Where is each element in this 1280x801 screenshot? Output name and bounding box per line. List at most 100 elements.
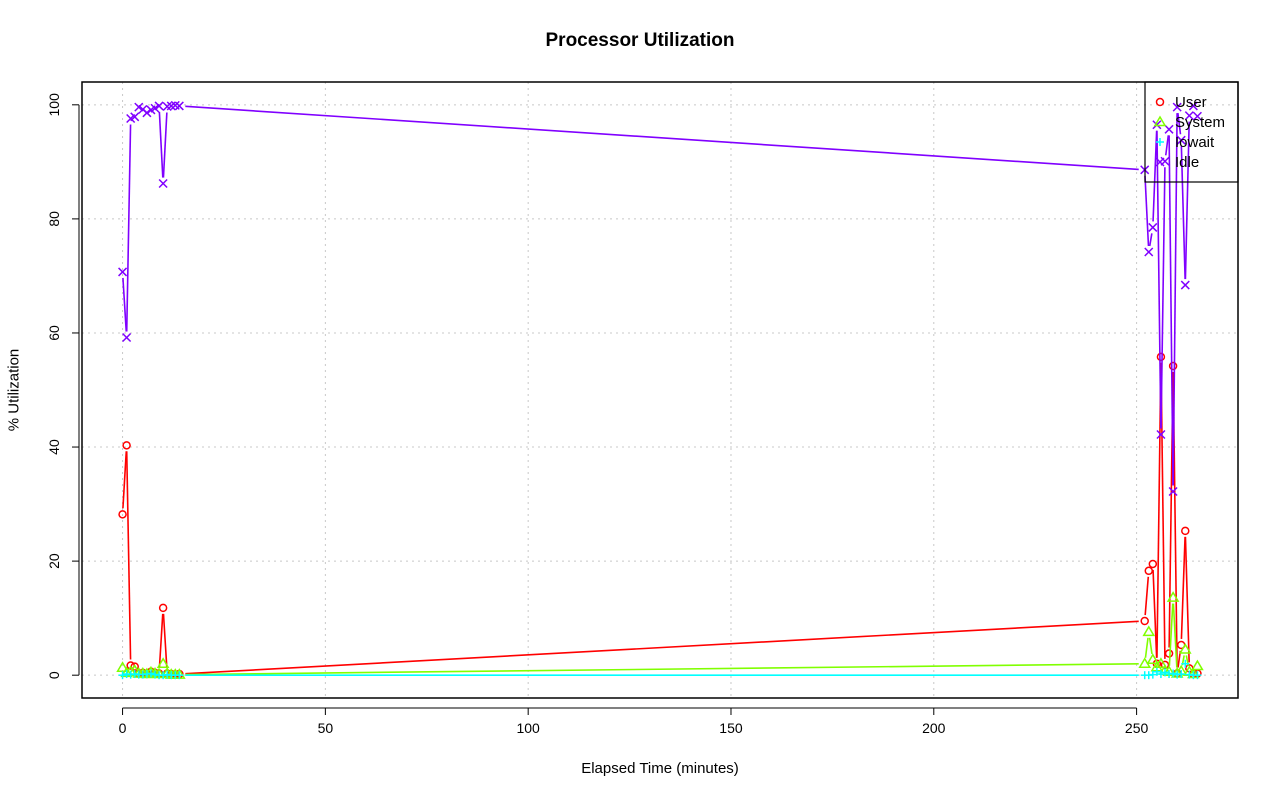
- series-idle-point: [118, 267, 128, 277]
- series-system-segment: [1148, 637, 1153, 654]
- x-stroke-2: [1155, 157, 1165, 167]
- series-user-segment: [1144, 576, 1150, 616]
- y-tick-label: 0: [46, 671, 62, 679]
- series-idle: [118, 100, 1202, 497]
- series-iowait-point: [1156, 670, 1165, 679]
- x-stroke-2: [1164, 124, 1174, 134]
- series-idle-point: [142, 108, 152, 118]
- series-iowait: [118, 659, 1202, 680]
- series-system: [116, 591, 1204, 679]
- x-stroke-2: [1168, 486, 1178, 497]
- series-user-point: [1168, 361, 1178, 371]
- series-iowait-point: [1148, 670, 1157, 679]
- series-user-point: [1148, 559, 1158, 569]
- x-stroke-2: [1192, 111, 1202, 121]
- chart-title: Processor Utilization: [545, 30, 735, 51]
- y-axis-label: % Utilization: [5, 348, 23, 432]
- series-iowait-point: [1177, 670, 1186, 679]
- x-stroke-2: [1188, 101, 1198, 111]
- legend-box: [1144, 81, 1239, 183]
- series-user-point: [1144, 566, 1154, 576]
- series-system-point: [1154, 657, 1168, 669]
- series-idle-segment: [185, 105, 1139, 171]
- y-tick-label: 80: [46, 211, 62, 227]
- x-axis: 0 50 100 150 200 250: [119, 707, 1148, 736]
- legend: User System Iowait Idle: [1144, 81, 1239, 183]
- series-idle-segment: [122, 277, 128, 332]
- series-idle-segment: [1177, 112, 1182, 135]
- series-system-point: [156, 657, 170, 669]
- series-idle-point: [1176, 135, 1186, 145]
- series-system-point: [1191, 659, 1204, 671]
- series-idle-point: [1148, 222, 1158, 232]
- legend-marker-iowait: [1156, 138, 1164, 146]
- series-system-segment: [1144, 637, 1149, 658]
- series-user-point: [1156, 352, 1166, 362]
- series-system-point: [1178, 643, 1192, 654]
- series-iowait-point: [1152, 667, 1161, 676]
- series-user-point: [1140, 616, 1149, 626]
- x-stroke-2: [174, 101, 184, 111]
- y-tick-label: 20: [46, 553, 62, 569]
- x-axis-label: Elapsed Time (minutes): [581, 760, 739, 777]
- x-tick-label: 100: [516, 720, 540, 736]
- series-idle-point: [1164, 124, 1174, 134]
- series-user-segment: [1184, 536, 1190, 663]
- legend-label-idle: Idle: [1175, 154, 1199, 171]
- series-idle-segment: [158, 111, 164, 178]
- series-idle-point: [1188, 101, 1198, 111]
- series-iowait-point: [1169, 669, 1178, 678]
- x-stroke-2: [170, 100, 180, 110]
- series-idle-point: [1184, 111, 1194, 121]
- x-stroke-2: [1144, 247, 1154, 257]
- series-user-point: [1181, 526, 1190, 536]
- legend-marker-system: [1153, 115, 1167, 127]
- series-user-segment: [125, 451, 132, 660]
- x-stroke-2: [142, 108, 152, 118]
- series-idle-point: [1144, 247, 1154, 257]
- series-idle-point: [158, 178, 168, 189]
- legend-marker-user: [1155, 97, 1165, 107]
- series-iowait-point: [175, 671, 184, 680]
- series-idle-point: [1168, 486, 1178, 497]
- series-idle-segment: [1156, 130, 1162, 429]
- x-stroke-2: [154, 101, 164, 111]
- x-stroke-2: [118, 267, 128, 277]
- x-stroke-2: [122, 332, 132, 343]
- x-stroke-2: [1172, 102, 1182, 112]
- series-idle-segment: [1184, 121, 1190, 280]
- x-stroke-2: [134, 102, 144, 112]
- x-stroke-2: [1184, 111, 1194, 121]
- series-idle-point: [1192, 111, 1202, 121]
- series-idle-segment: [1144, 175, 1150, 247]
- y-tick-label: 60: [46, 325, 62, 341]
- series-idle-point: [154, 101, 164, 111]
- x-tick-label: 0: [119, 720, 127, 736]
- series-user-point: [158, 603, 168, 613]
- series-idle-segment: [1164, 135, 1170, 156]
- series-user-segment: [185, 620, 1139, 675]
- legend-label-iowait: Iowait: [1175, 134, 1215, 151]
- series-iowait-point: [118, 671, 127, 680]
- series-idle-segment: [1168, 135, 1174, 486]
- legend-label-system: System: [1175, 114, 1225, 131]
- series-system-point: [1146, 653, 1160, 665]
- grid-lines: [82, 82, 1238, 698]
- series-iowait-point: [1181, 659, 1190, 668]
- x-tick-label: 50: [318, 720, 334, 736]
- series-user-segment: [1152, 569, 1158, 658]
- series-user-segment: [162, 613, 168, 668]
- series-idle-point: [122, 332, 132, 343]
- series-idle-segment: [125, 124, 132, 332]
- x-stroke-2: [1180, 280, 1190, 290]
- legend-marker-idle: [1155, 157, 1165, 167]
- x-stroke-2: [1176, 135, 1186, 145]
- series-idle-point: [174, 101, 184, 111]
- series-system-segment: [185, 663, 1139, 676]
- series-user: [118, 352, 1202, 679]
- series-idle-segment: [1160, 167, 1166, 429]
- x-tick-label: 150: [719, 720, 743, 736]
- series-user-segment: [1180, 536, 1186, 639]
- series-idle-point: [1172, 102, 1182, 112]
